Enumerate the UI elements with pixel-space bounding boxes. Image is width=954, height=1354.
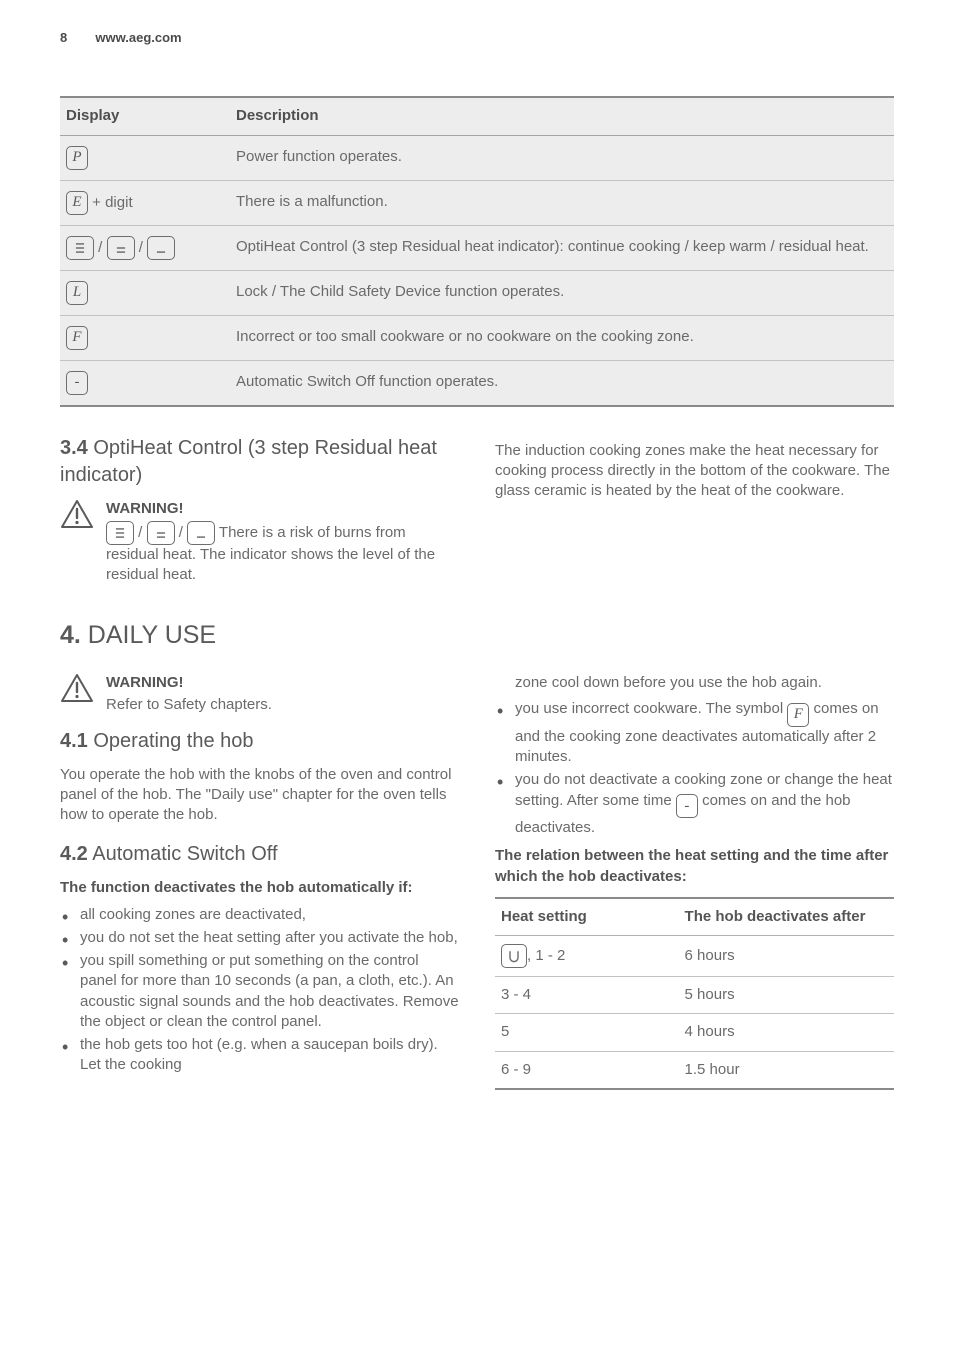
u-symbol-icon — [501, 944, 527, 968]
display-cell: - — [60, 360, 230, 406]
sec-4-1-num: 4.1 — [60, 730, 88, 752]
heat-setting-cell: 6 - 9 — [495, 1051, 679, 1089]
display-cell: F — [60, 315, 230, 360]
sec-3-4-heading: 3.4 OptiHeat Control (3 step Residual he… — [60, 435, 459, 489]
description-cell: Lock / The Child Safety Device function … — [230, 270, 894, 315]
dash-symbol-icon: - — [66, 371, 88, 395]
relation-heading: The relation between the heat setting an… — [495, 846, 894, 887]
bullet-text: you use incorrect cookware. The symbol — [515, 700, 787, 717]
continuation-line: zone cool down before you use the hob ag… — [515, 673, 894, 693]
relation-heading-text: The relation between the heat setting an… — [495, 847, 888, 884]
dash-symbol-icon: - — [676, 794, 698, 818]
l-symbol-icon: L — [66, 281, 88, 305]
list-item: the hob gets too hot (e.g. when a saucep… — [60, 1035, 459, 1076]
bullet-list-right: you use incorrect cookware. The symbol F… — [495, 699, 894, 838]
sec-3-4-num: 3.4 — [60, 437, 88, 459]
symbol-suffix: + digit — [88, 193, 133, 210]
sec-4-1-heading: 4.1 Operating the hob — [60, 728, 459, 755]
description-cell: Power function operates. — [230, 135, 894, 180]
sec-4-1-title: Operating the hob — [88, 730, 254, 752]
page-number: 8 — [60, 29, 67, 47]
display-cell: L — [60, 270, 230, 315]
p-symbol-icon: P — [66, 146, 88, 170]
description-cell: Incorrect or too small cookware or no co… — [230, 315, 894, 360]
description-cell: OptiHeat Control (3 step Residual heat i… — [230, 225, 894, 270]
table-row: L Lock / The Child Safety Device function… — [60, 270, 894, 315]
sec-4-num: 4. — [60, 621, 81, 649]
list-item: all cooking zones are deactivated, — [60, 905, 459, 925]
display-cell: E + digit — [60, 180, 230, 225]
warning-title: WARNING! — [106, 673, 459, 693]
site-url: www.aeg.com — [95, 29, 181, 47]
sec-4-2-lead: The function deactivates the hob automat… — [60, 878, 459, 898]
display-table: Display Description P Power function oper… — [60, 96, 894, 406]
sec-4-2-num: 4.2 — [60, 843, 88, 865]
sec-4-2-heading: 4.2 Automatic Switch Off — [60, 841, 459, 868]
sec-4-2-lead-text: The function deactivates the hob automat… — [60, 879, 413, 896]
table-row: 54 hours — [495, 1014, 894, 1051]
list-item: you do not set the heat setting after yo… — [60, 928, 459, 948]
warning-block-3-4: WARNING! / / There is a risk of burns fr… — [60, 499, 459, 588]
display-cell: / / — [60, 225, 230, 270]
sec-4-heading: 4. DAILY USE — [60, 619, 894, 653]
display-cell: P — [60, 135, 230, 180]
heat-col-header: Heat setting — [495, 898, 679, 936]
optiheat-1-icon — [187, 521, 215, 545]
heat-after-cell: 6 hours — [679, 936, 894, 977]
bullet-list-left: all cooking zones are deactivated, you do… — [60, 905, 459, 1076]
table-row: 3 - 45 hours — [495, 977, 894, 1014]
table-row: P Power function operates. — [60, 135, 894, 180]
sec-4-1-body: You operate the hob with the knobs of th… — [60, 765, 459, 826]
description-col-header: Description — [230, 97, 894, 135]
list-item: you spill something or put something on … — [60, 951, 459, 1032]
section-4-body: WARNING! Refer to Safety chapters. 4.1 O… — [60, 667, 894, 1090]
f-symbol-icon: F — [66, 326, 88, 350]
warning-title: WARNING! — [106, 499, 459, 519]
display-col-header: Display — [60, 97, 230, 135]
description-cell: There is a malfunction. — [230, 180, 894, 225]
heat-setting-cell: 5 — [495, 1014, 679, 1051]
description-cell: Automatic Switch Off function operates. — [230, 360, 894, 406]
list-item: you use incorrect cookware. The symbol F… — [495, 699, 894, 767]
warning-text: Refer to Safety chapters. — [106, 695, 459, 715]
page-header: 8 www.aeg.com — [60, 28, 894, 48]
heat-table: Heat setting The hob deacti­vates after … — [495, 897, 894, 1090]
heat-setting-cell: , 1 - 2 — [495, 936, 679, 977]
optiheat-2-icon — [147, 521, 175, 545]
heat-after-cell: 1.5 hour — [679, 1051, 894, 1089]
f-symbol-icon: F — [787, 703, 809, 727]
optiheat-3-icon — [66, 236, 94, 260]
list-item: you do not deactivate a cooking zone or … — [495, 770, 894, 838]
heat-after-cell: 5 hours — [679, 977, 894, 1014]
warning-icon — [60, 673, 94, 718]
table-row: , 1 - 26 hours — [495, 936, 894, 977]
table-row: F Incorrect or too small cookware or no c… — [60, 315, 894, 360]
warning-text: / / There is a risk of burns from residu… — [106, 521, 459, 586]
table-row: E + digitThere is a malfunction. — [60, 180, 894, 225]
table-row: - Automatic Switch Off function operates. — [60, 360, 894, 406]
optiheat-3-icon — [106, 521, 134, 545]
heat-after-cell: 4 hours — [679, 1014, 894, 1051]
after-col-header: The hob deacti­vates after — [679, 898, 894, 936]
e-symbol-icon: E — [66, 191, 88, 215]
table-row: / / OptiHeat Control (3 step Residual he… — [60, 225, 894, 270]
sec-3-4-title: OptiHeat Control (3 step Residual heat i… — [60, 437, 437, 486]
section-3-4-wrap: 3.4 OptiHeat Control (3 step Residual he… — [60, 435, 894, 598]
warning-block-4: WARNING! Refer to Safety chapters. — [60, 673, 459, 718]
optiheat-2-icon — [107, 236, 135, 260]
table-row: 6 - 91.5 hour — [495, 1051, 894, 1089]
warning-icon — [60, 499, 94, 588]
heat-setting-cell: 3 - 4 — [495, 977, 679, 1014]
optiheat-1-icon — [147, 236, 175, 260]
sec-4-2-title: Automatic Switch Off — [88, 843, 278, 865]
sec-4-title: DAILY USE — [81, 621, 216, 649]
sec-3-4-right-paragraph: The induction cooking zones make the hea… — [495, 441, 894, 502]
